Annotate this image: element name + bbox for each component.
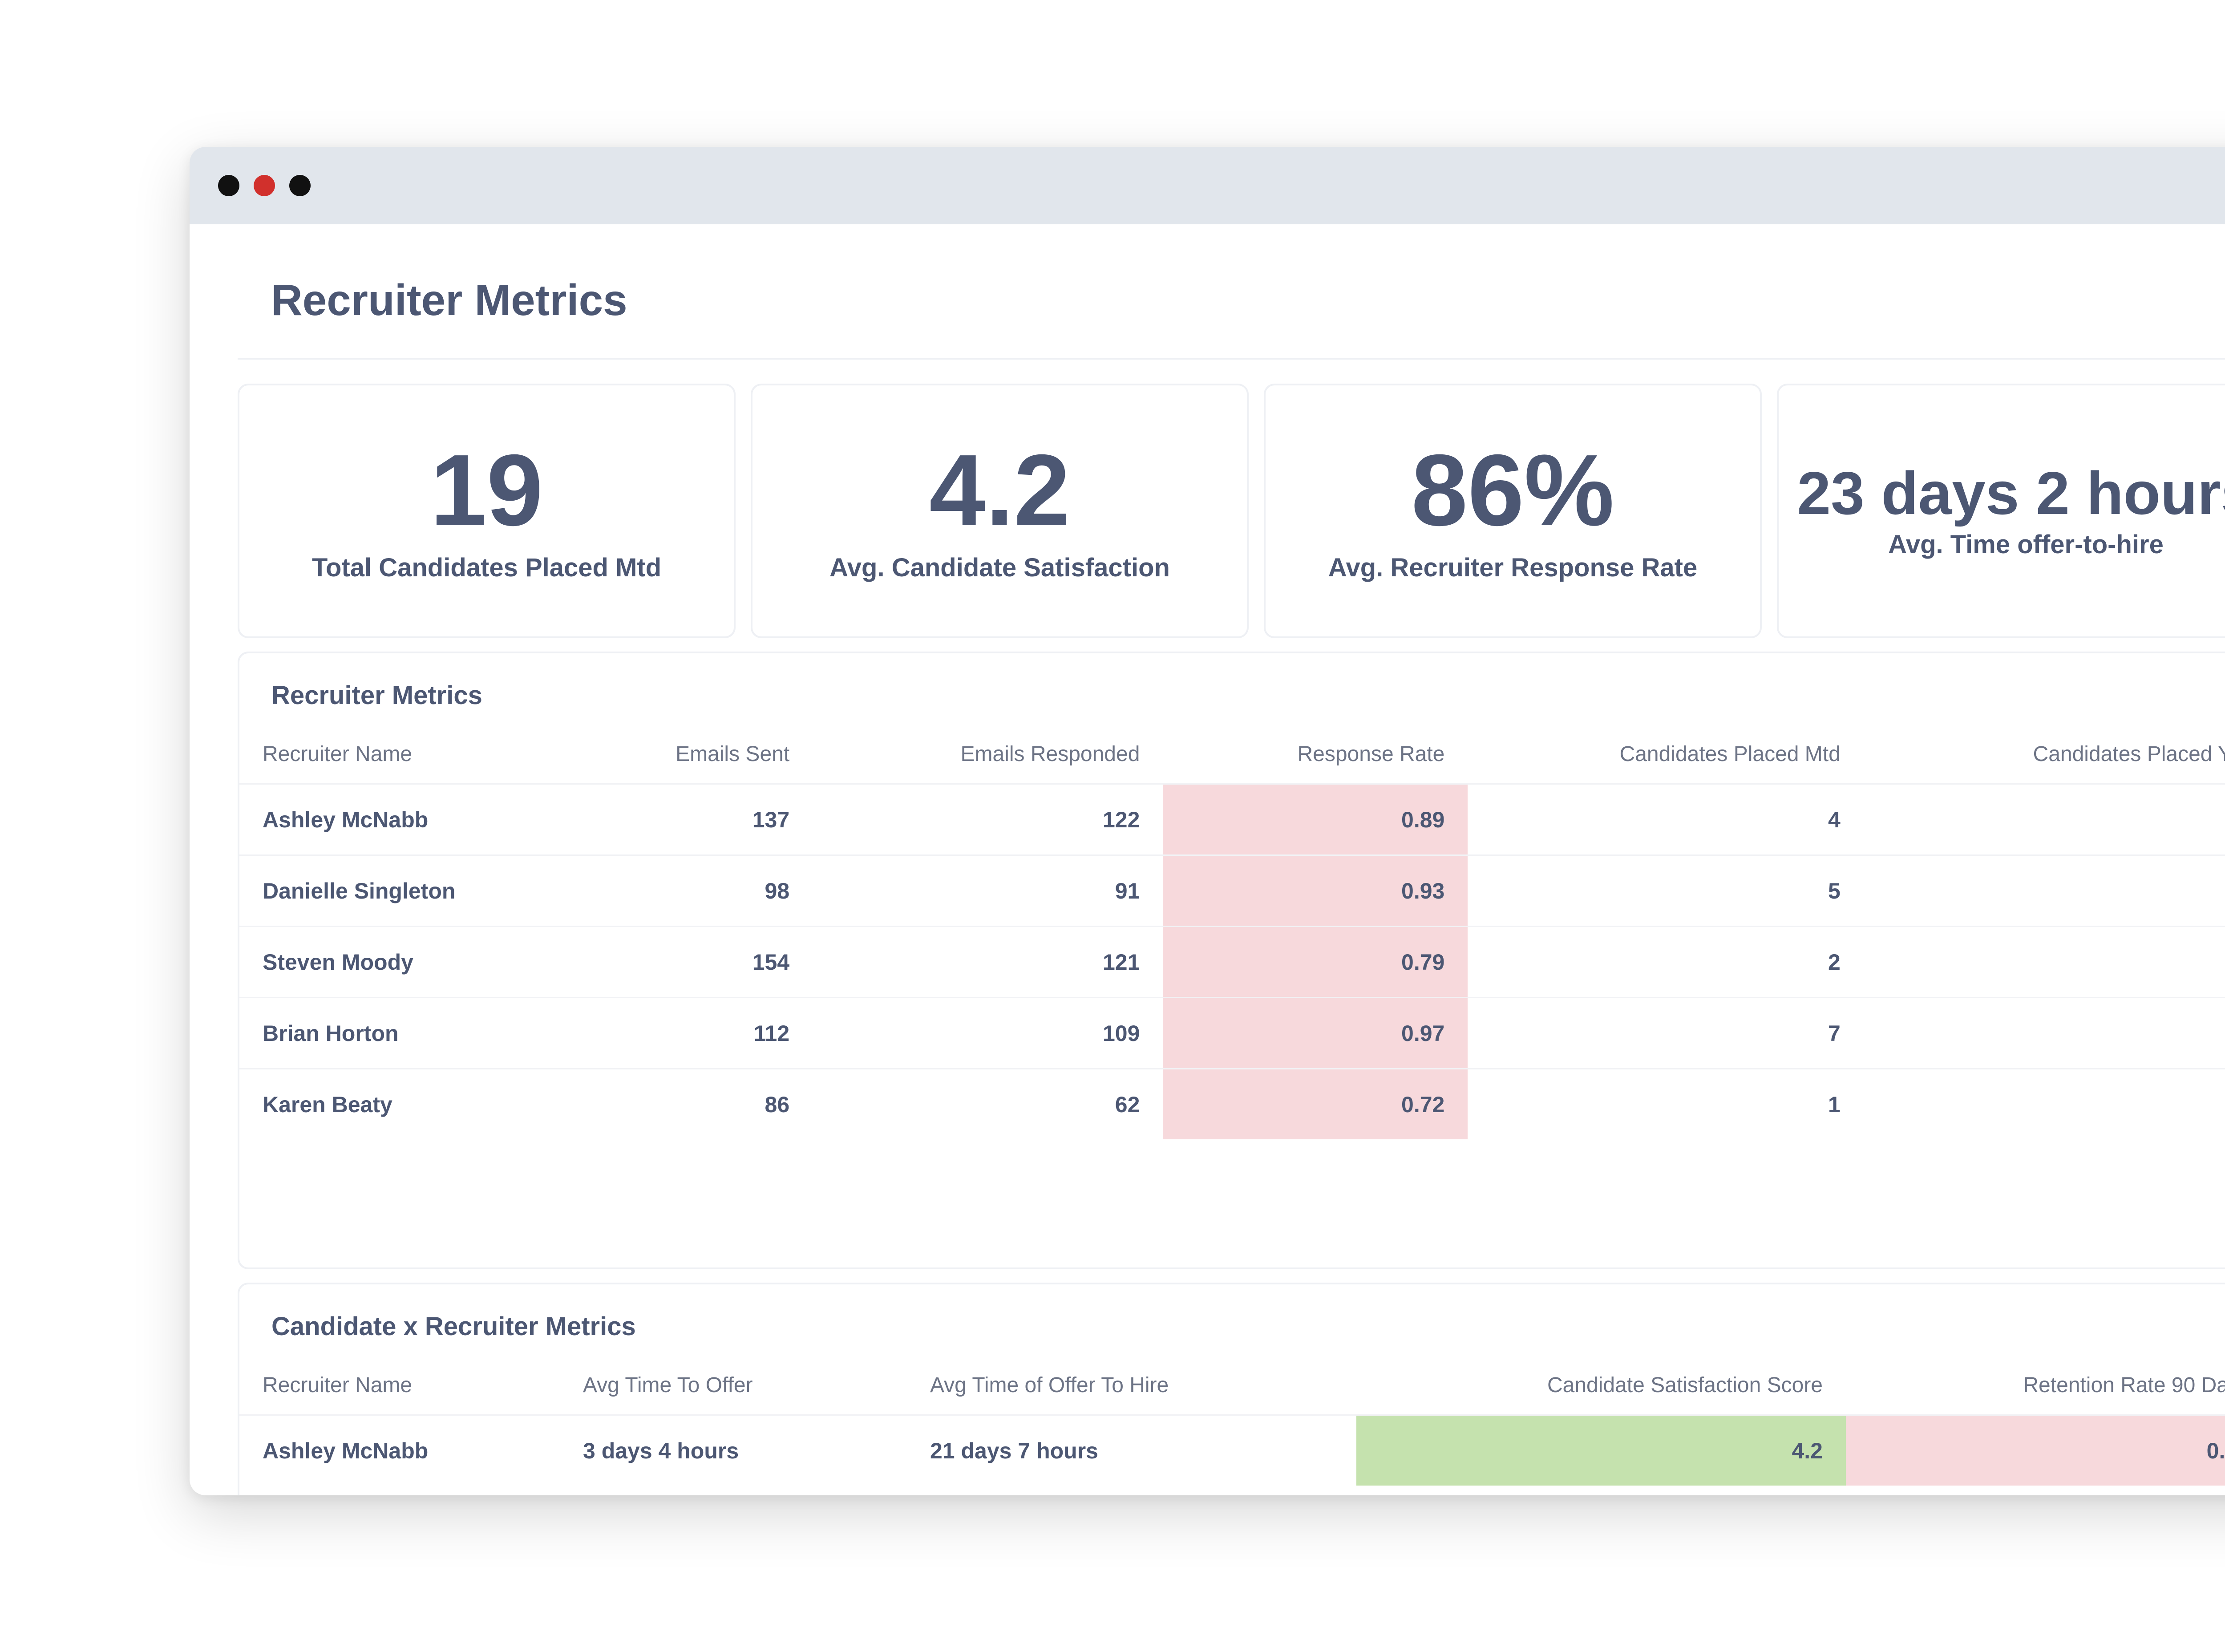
time-to-offer-cell: 3 days 4 hours — [560, 1414, 907, 1486]
candidate-recruiter-metrics-card: Candidate x Recruiter Metrics Recruiter … — [238, 1283, 2225, 1495]
table-row[interactable]: Ashley McNabb 3 days 4 hours 21 days 7 h… — [239, 1414, 2225, 1486]
placed-ytd-cell: 31 — [1863, 854, 2225, 927]
emails-responded-cell: 62 — [813, 1068, 1163, 1139]
column-header[interactable]: Avg Time To Offer — [583, 1373, 753, 1397]
response-rate-cell: 0.72 — [1163, 1068, 1468, 1139]
browser-window: Recruiter Metrics 19 Total Candidates Pl… — [190, 147, 2225, 1495]
recruiter-name-cell: Ashley McNabb — [239, 783, 549, 855]
placed-mtd-cell: 2 — [1468, 926, 1864, 998]
placed-mtd-cell: 4 — [1468, 783, 1864, 855]
column-header[interactable]: Candidates Placed Mtd — [1619, 742, 1841, 766]
offer-to-hire-cell: 21 days 7 hours — [907, 1414, 1356, 1486]
response-rate-cell: 0.93 — [1163, 854, 1468, 927]
table-row[interactable]: Karen Beaty 86 62 0.72 1 14 — [239, 1068, 2225, 1139]
kpi-value: 4.2 — [929, 433, 1070, 547]
recruiter-name-cell: Ashley McNabb — [239, 1414, 560, 1486]
satisfaction-score-cell: 4.2 — [1356, 1414, 1846, 1486]
column-header[interactable]: Retention Rate 90 Days — [2023, 1373, 2225, 1397]
response-rate-cell: 0.89 — [1163, 783, 1468, 855]
recruiter-name-cell: Steven Moody — [239, 926, 549, 998]
recruiter-name-cell: Karen Beaty — [239, 1068, 549, 1139]
kpi-label: Avg. Recruiter Response Rate — [1328, 553, 1698, 582]
kpi-label: Avg. Time offer-to-hire — [1888, 530, 2164, 559]
table-header-row: Recruiter Name Avg Time To Offer Avg Tim… — [239, 1356, 2225, 1415]
emails-responded-cell: 122 — [813, 783, 1163, 855]
card-title: Recruiter Metrics — [271, 681, 482, 710]
window-close-dot[interactable] — [218, 175, 239, 196]
response-rate-cell: 0.97 — [1163, 997, 1468, 1069]
emails-sent-cell: 86 — [549, 1068, 813, 1139]
table-header-row: Recruiter Name Emails Sent Emails Respon… — [239, 725, 2225, 784]
recruiter-name-cell: Danielle Singleton — [239, 854, 549, 927]
column-header[interactable]: Recruiter Name — [263, 742, 413, 766]
placed-ytd-cell: 19 — [1863, 926, 2225, 998]
placed-ytd-cell: 28 — [1863, 783, 2225, 855]
table-row[interactable]: Ashley McNabb 137 122 0.89 4 28 — [239, 783, 2225, 855]
kpi-value: 23 days 2 hours — [1797, 459, 2225, 527]
card-title: Candidate x Recruiter Metrics — [271, 1312, 636, 1341]
window-maximize-dot[interactable] — [289, 175, 311, 196]
candidate-recruiter-metrics-table: Recruiter Name Avg Time To Offer Avg Tim… — [239, 1356, 2225, 1486]
placed-ytd-cell: 14 — [1863, 1068, 2225, 1139]
emails-sent-cell: 154 — [549, 926, 813, 998]
emails-sent-cell: 98 — [549, 854, 813, 927]
kpi-card-candidates-placed[interactable]: 19 Total Candidates Placed Mtd — [238, 384, 736, 638]
dashboard-content: Recruiter Metrics 19 Total Candidates Pl… — [238, 224, 2225, 1495]
emails-responded-cell: 121 — [813, 926, 1163, 998]
kpi-card-time-offer-to-hire[interactable]: 23 days 2 hours Avg. Time offer-to-hire — [1777, 384, 2225, 638]
placed-ytd-cell: 42 — [1863, 997, 2225, 1069]
placed-mtd-cell: 7 — [1468, 997, 1864, 1069]
retention-rate-cell: 0.93 — [1846, 1414, 2225, 1486]
response-rate-cell: 0.79 — [1163, 926, 1468, 998]
column-header[interactable]: Emails Sent — [676, 742, 790, 766]
column-header[interactable]: Candidate Satisfaction Score — [1547, 1373, 1823, 1397]
kpi-label: Avg. Candidate Satisfaction — [829, 553, 1170, 582]
recruiter-name-cell: Brian Horton — [239, 997, 549, 1069]
table-row[interactable]: Brian Horton 112 109 0.97 7 42 — [239, 997, 2225, 1069]
kpi-label: Total Candidates Placed Mtd — [312, 553, 662, 582]
emails-responded-cell: 109 — [813, 997, 1163, 1069]
emails-sent-cell: 137 — [549, 783, 813, 855]
kpi-card-response-rate[interactable]: 86% Avg. Recruiter Response Rate — [1264, 384, 1762, 638]
placed-mtd-cell: 5 — [1468, 854, 1864, 927]
table-row[interactable]: Danielle Singleton 98 91 0.93 5 31 — [239, 854, 2225, 927]
placed-mtd-cell: 1 — [1468, 1068, 1864, 1139]
emails-responded-cell: 91 — [813, 854, 1163, 927]
kpi-value: 19 — [430, 433, 543, 547]
column-header[interactable]: Response Rate — [1297, 742, 1445, 766]
emails-sent-cell: 112 — [549, 997, 813, 1069]
kpi-value: 86% — [1411, 433, 1614, 547]
table-row[interactable]: Steven Moody 154 121 0.79 2 19 — [239, 926, 2225, 998]
column-header[interactable]: Emails Responded — [960, 742, 1140, 766]
window-minimize-dot[interactable] — [254, 175, 275, 196]
kpi-card-candidate-satisfaction[interactable]: 4.2 Avg. Candidate Satisfaction — [751, 384, 1249, 638]
recruiter-metrics-card: Recruiter Metrics Recruiter Name Emails … — [238, 652, 2225, 1269]
column-header[interactable]: Recruiter Name — [263, 1373, 413, 1397]
window-titlebar — [190, 147, 2225, 224]
page-title: Recruiter Metrics — [238, 224, 2225, 360]
recruiter-metrics-table: Recruiter Name Emails Sent Emails Respon… — [239, 725, 2225, 1139]
column-header[interactable]: Avg Time of Offer To Hire — [930, 1373, 1169, 1397]
kpi-row: 19 Total Candidates Placed Mtd 4.2 Avg. … — [238, 384, 2225, 638]
column-header[interactable]: Candidates Placed Ytd — [2033, 742, 2225, 766]
